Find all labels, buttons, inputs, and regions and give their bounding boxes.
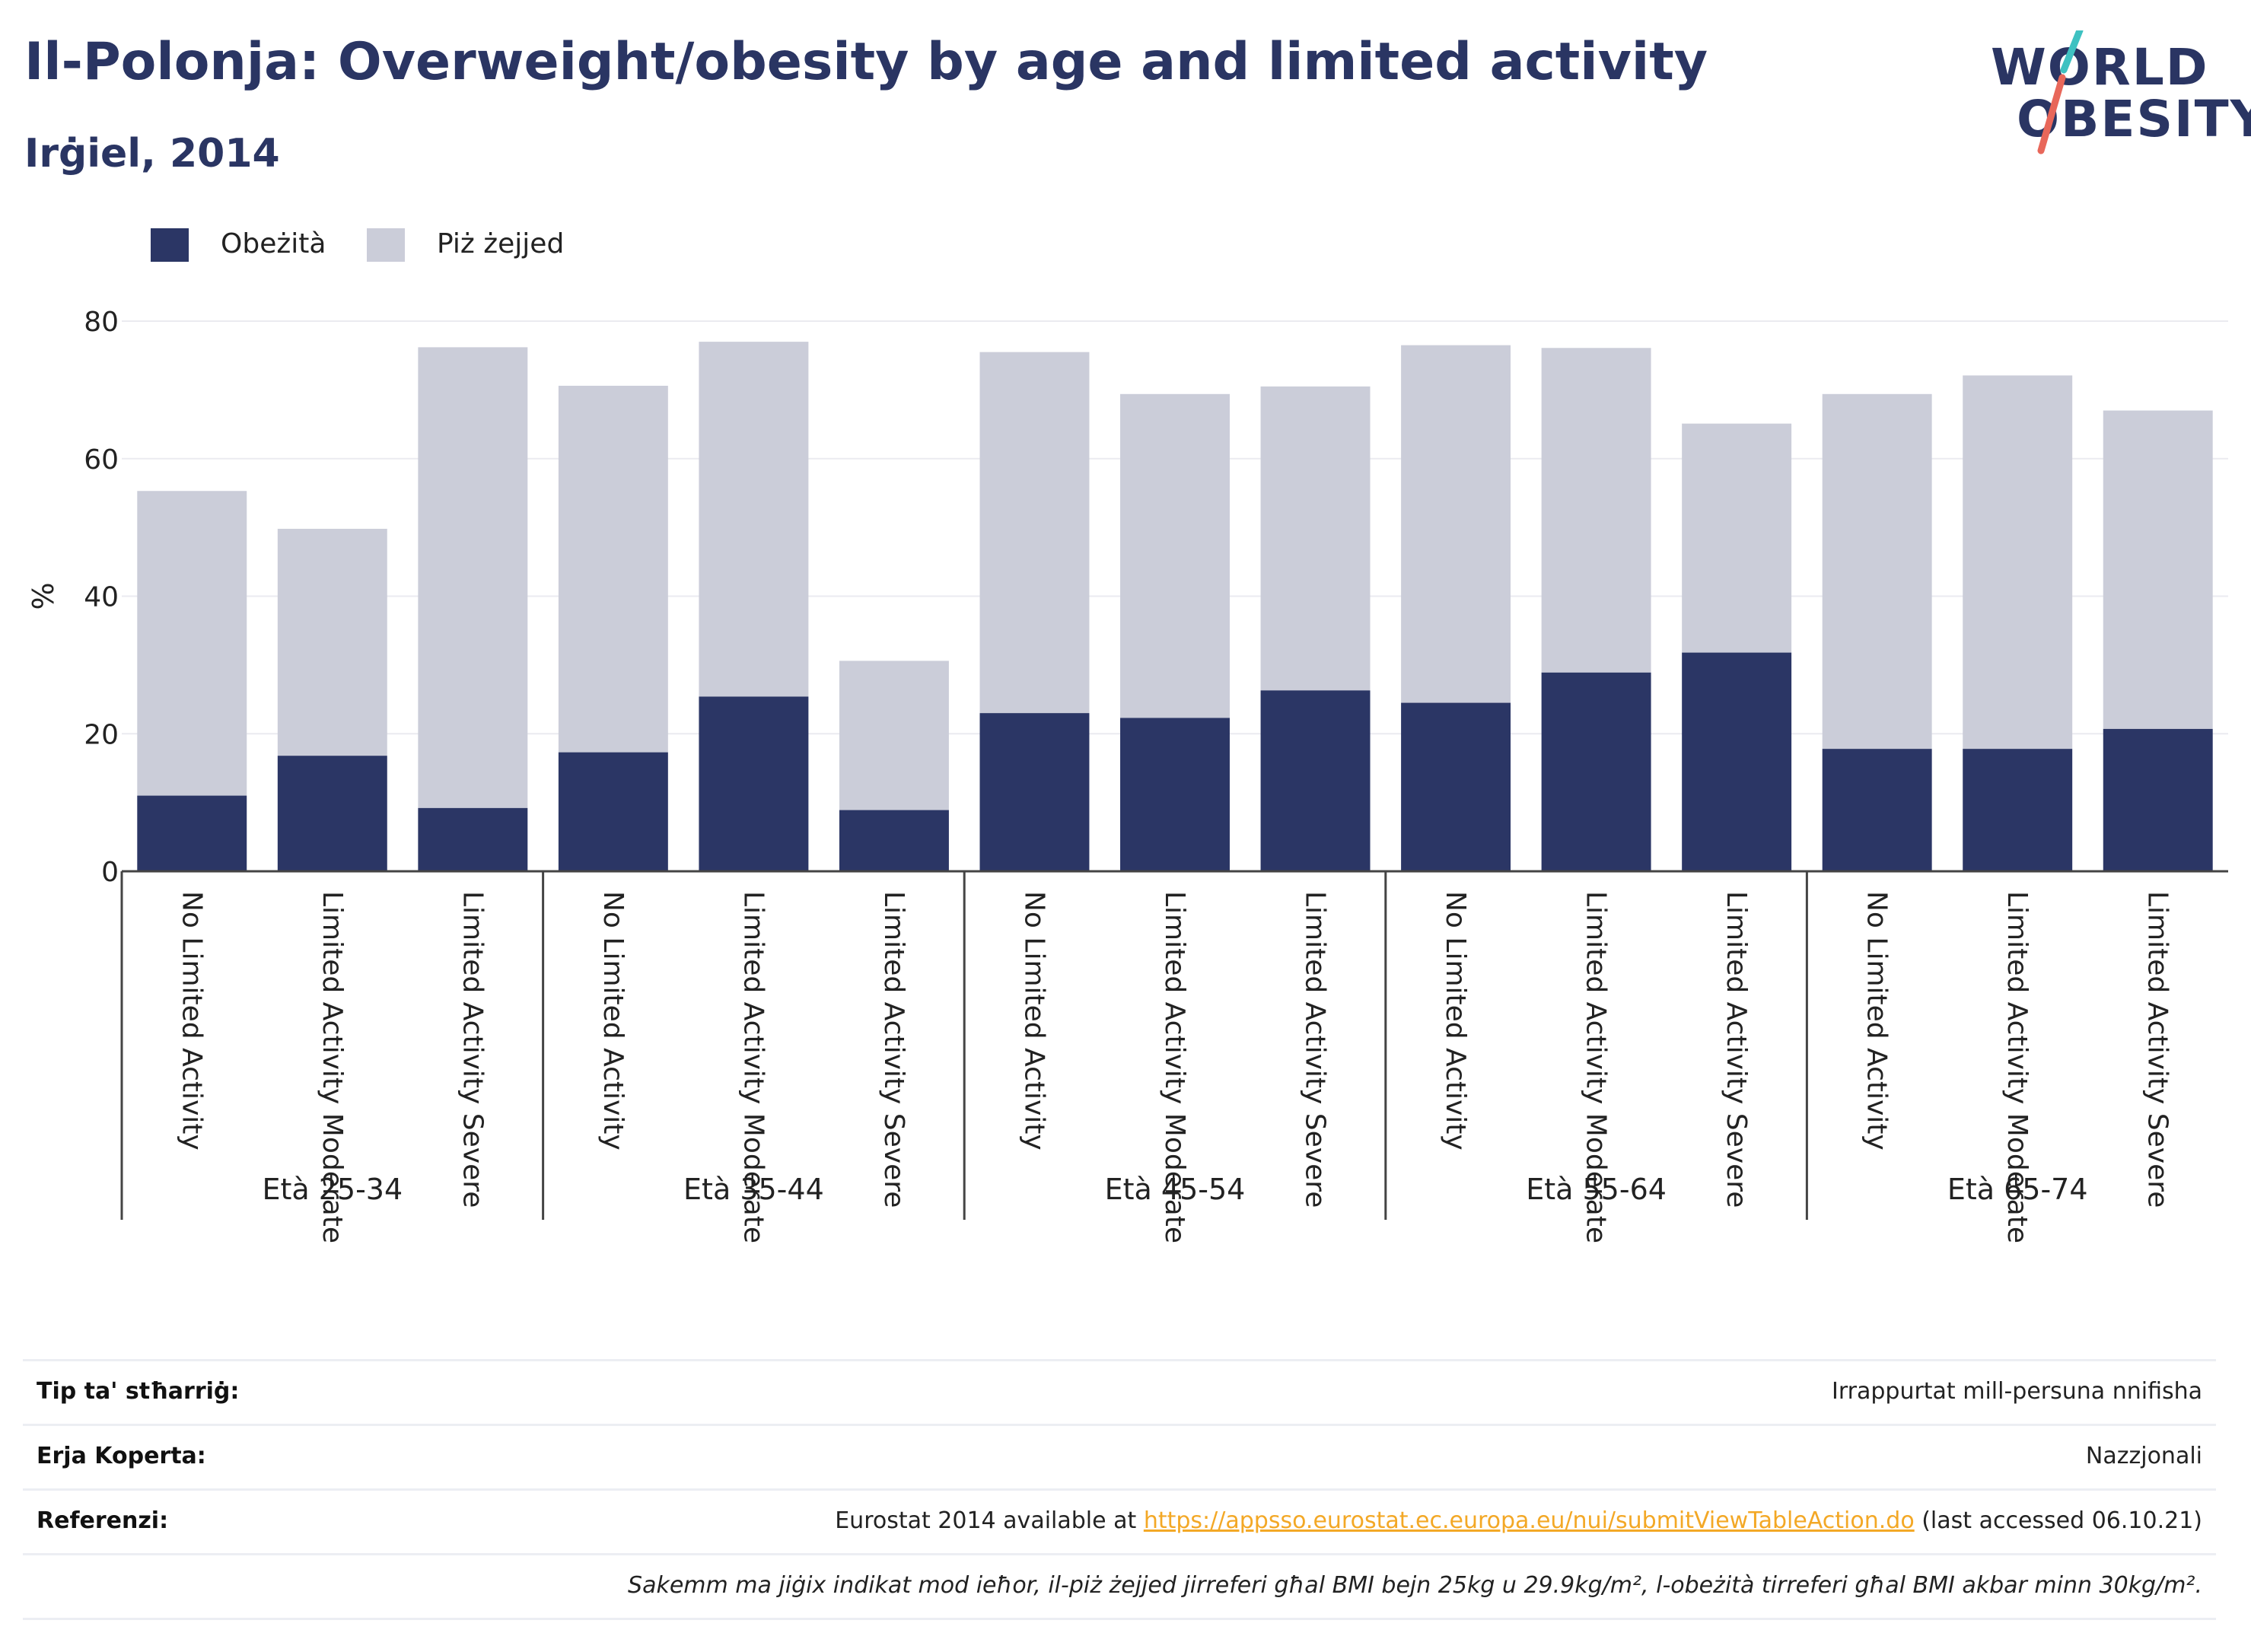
bar-obesity [699, 696, 809, 871]
stacked-bar-chart: 0 20 40 60 80% No Limited Activity Limited Act… [27, 307, 2228, 1243]
x-tick-label: Limited Activity Severe [457, 891, 488, 1208]
bar-overweight [1963, 375, 2073, 750]
y-tick-label: 40 [84, 582, 119, 613]
group-label: Età 65-74 [1947, 1173, 2088, 1206]
chart-footer: Tip ta' stħarriġ: Irrappurtat mill-persu… [23, 1359, 2216, 1620]
logo-line-1: WORLD [1991, 38, 2209, 97]
x-tick-label: Limited Activity Moderate [1159, 891, 1190, 1243]
x-tick-label: Limited Activity Moderate [317, 891, 348, 1243]
bar-overweight [1260, 386, 1371, 691]
bar-obesity [1401, 702, 1511, 871]
bar-obesity [1682, 652, 1792, 871]
survey-type-label: Tip ta' stħarriġ: [37, 1378, 240, 1405]
bmi-note: Sakemm ma jiġix indikat mod ieħor, il-pi… [628, 1572, 2202, 1599]
world-obesity-logo: WORLD OBESITY [1979, 30, 2251, 160]
x-tick-label: No Limited Activity [176, 891, 207, 1151]
bar-obesity [839, 810, 949, 871]
bar-overweight [277, 528, 387, 756]
legend-swatch-overweight [367, 228, 405, 262]
bar-overweight [839, 660, 949, 810]
bar-obesity [1822, 749, 1932, 871]
bar-obesity [1963, 749, 2073, 871]
area-value: Nazzjonali [2085, 1443, 2202, 1469]
x-tick-label: No Limited Activity [1440, 891, 1471, 1151]
footer-row-area: Erja Koperta: Nazzjonali [23, 1424, 2216, 1488]
survey-type-value: Irrappurtat mill-persuna nnifisha [1831, 1378, 2202, 1405]
group-label: Età 55-64 [1526, 1173, 1667, 1206]
legend-label-obesity: Obeżità [221, 228, 326, 259]
y-axis-title: % [27, 582, 60, 610]
area-label: Erja Koperta: [37, 1443, 206, 1469]
legend-label-overweight: Piż żejjed [437, 228, 565, 259]
footer-row-note: Sakemm ma jiġix indikat mod ieħor, il-pi… [23, 1553, 2216, 1620]
x-tick-label: No Limited Activity [1018, 891, 1049, 1151]
legend-swatch-obesity [151, 228, 189, 262]
y-tick-label: 80 [84, 307, 119, 338]
chart-subtitle: Irġiel, 2014 [24, 131, 280, 177]
bar-obesity [558, 752, 668, 871]
y-tick-label: 60 [84, 444, 119, 476]
bar-overweight [1822, 393, 1932, 750]
x-tick-label: Limited Activity Severe [878, 891, 909, 1208]
bar-obesity [418, 807, 528, 871]
bar-overweight [699, 342, 809, 697]
bar-overweight [1541, 348, 1651, 673]
bar-overweight [137, 491, 247, 796]
bar-overweight [418, 347, 528, 808]
bar-obesity [2103, 728, 2213, 871]
x-tick-label: Limited Activity Severe [1300, 891, 1331, 1208]
bar-obesity [137, 795, 247, 871]
bar-obesity [1260, 690, 1371, 871]
bar-obesity [277, 756, 387, 871]
reference-prefix: Eurostat 2014 available at [835, 1507, 1144, 1534]
x-tick-label: Limited Activity Moderate [737, 891, 769, 1243]
references-value: Eurostat 2014 available at https://appss… [835, 1507, 2202, 1534]
y-tick-label: 0 [101, 857, 119, 888]
x-tick-label: Limited Activity Severe [1721, 891, 1752, 1208]
group-label: Età 45-54 [1105, 1173, 1246, 1206]
group-label: Età 35-44 [683, 1173, 824, 1206]
bar-overweight [1682, 423, 1792, 653]
bar-overweight [979, 352, 1090, 714]
bar-overweight [1401, 345, 1511, 703]
x-tick-label: Limited Activity Moderate [1581, 891, 1612, 1243]
bar-obesity [1120, 718, 1230, 871]
x-tick-label: Limited Activity Severe [2142, 891, 2173, 1208]
references-label: Referenzi: [37, 1507, 169, 1534]
x-tick-label: No Limited Activity [1861, 891, 1893, 1151]
y-tick-label: 20 [84, 719, 119, 750]
footer-row-survey-type: Tip ta' stħarriġ: Irrappurtat mill-persu… [23, 1359, 2216, 1424]
reference-link[interactable]: https://appsso.eurostat.ec.europa.eu/nui… [1143, 1507, 1915, 1534]
reference-suffix: (last accessed 06.10.21) [1914, 1507, 2202, 1534]
bar-overweight [1120, 393, 1230, 718]
chart-title: Il-Polonja: Overweight/obesity by age an… [24, 32, 1708, 92]
logo-slash-icon [2037, 30, 2084, 154]
group-label: Età 25-34 [262, 1173, 403, 1206]
x-tick-label: No Limited Activity [597, 891, 629, 1151]
bar-obesity [979, 713, 1090, 871]
bar-obesity [1541, 672, 1651, 871]
bar-overweight [558, 385, 668, 753]
bar-overweight [2103, 410, 2213, 729]
x-tick-label: Limited Activity Moderate [2001, 891, 2033, 1243]
footer-row-references: Referenzi: Eurostat 2014 available at ht… [23, 1488, 2216, 1553]
